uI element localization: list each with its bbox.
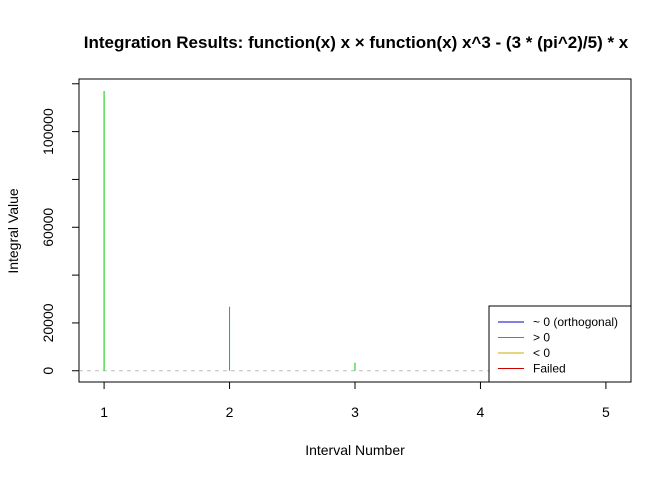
legend-label: < 0 bbox=[533, 346, 550, 360]
chart-title: Integration Results: function(x) x × fun… bbox=[84, 33, 629, 52]
legend-label: > 0 bbox=[533, 331, 550, 345]
y-tick-label: 100000 bbox=[40, 108, 56, 155]
y-tick-label: 0 bbox=[40, 367, 56, 375]
x-tick-label: 3 bbox=[351, 404, 359, 420]
legend-box bbox=[488, 305, 632, 383]
legend-label: ~ 0 (orthogonal) bbox=[533, 315, 618, 329]
y-tick-label: 60000 bbox=[40, 208, 56, 247]
y-axis: 0 20000 60000 100000 bbox=[40, 83, 80, 375]
x-tick-label: 4 bbox=[477, 404, 485, 420]
legend-label: Failed bbox=[533, 362, 566, 376]
x-tick-label: 2 bbox=[226, 404, 234, 420]
x-tick-label: 1 bbox=[100, 404, 108, 420]
x-axis: 1 2 3 4 5 bbox=[100, 381, 610, 420]
y-tick-label: 20000 bbox=[40, 303, 56, 342]
legend: ~ 0 (orthogonal) > 0< 0 Failed bbox=[488, 305, 632, 383]
y-axis-label: Integral Value bbox=[5, 188, 21, 274]
x-tick-label: 5 bbox=[602, 404, 610, 420]
x-axis-label: Interval Number bbox=[305, 442, 405, 458]
